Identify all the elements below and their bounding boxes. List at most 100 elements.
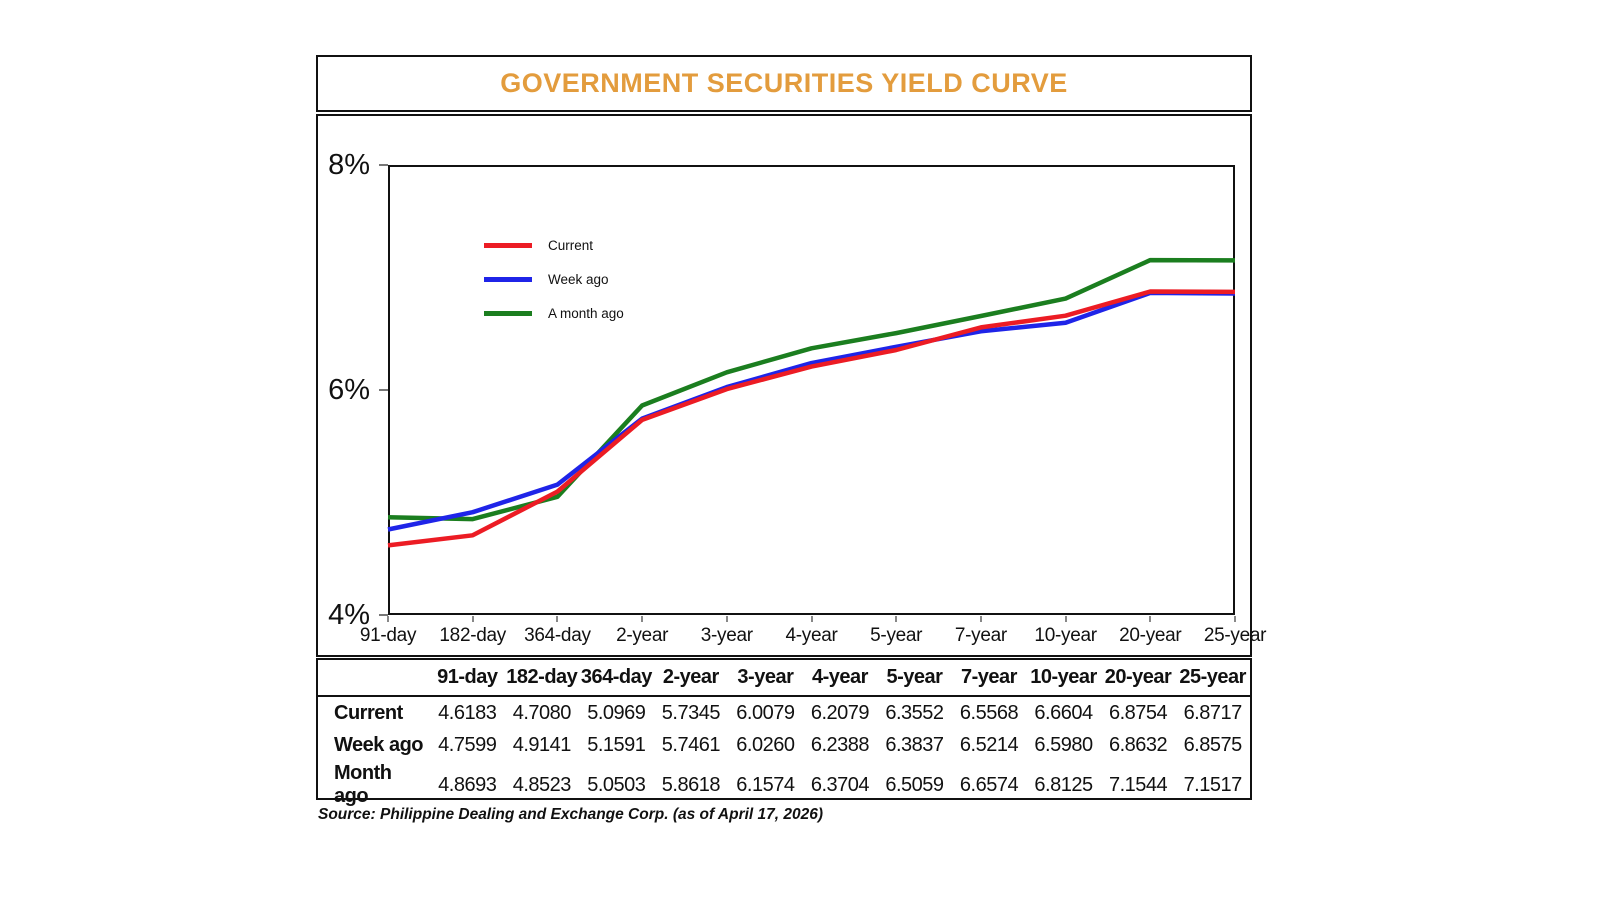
table-cell: 6.5214 [959, 734, 1019, 756]
x-tick [895, 616, 898, 622]
table-row-label: Month ago [334, 762, 392, 807]
table-cell: 6.8754 [1108, 701, 1168, 724]
x-axis-labels: 91-day 182-day 364-day 2-year 3-year 4-year 5-… [360, 619, 1267, 653]
source-note: Source: Philippine Dealing and Exchange … [318, 806, 824, 823]
legend-label: Current [548, 237, 594, 253]
x-tick [725, 616, 728, 622]
table-row: Week ago 4.7599 4.9141 5.1591 5.7461 6.0260 6.… [318, 729, 1250, 762]
series-line-week-ago [387, 290, 1236, 532]
table-cell: 6.6574 [959, 773, 1019, 796]
table-cell: 6.8717 [1183, 701, 1243, 724]
table-cell: 6.2388 [810, 734, 870, 756]
legend-swatch-month-ago [484, 310, 532, 316]
table-row: Month ago 4.8693 4.8523 5.0503 5.8618 6.1574 6… [318, 762, 1250, 808]
table-panel: 91-day 182-day 364-day 2-year 3-year 4-year 5-… [316, 658, 1252, 807]
table-cell: 4.9141 [512, 734, 572, 756]
table-cell: 5.7345 [661, 701, 721, 724]
x-axis-label: 7-year [954, 625, 1007, 646]
chart-title: GOVERNMENT SECURITIES YIELD CURVE [500, 68, 1068, 98]
table-cell: 6.1574 [736, 773, 795, 796]
table-cell: 6.3837 [885, 734, 944, 756]
y-tick [379, 164, 388, 166]
legend-item-current: Current [484, 237, 624, 253]
table-column-header: 364-day [580, 666, 652, 688]
table-column-header: 5-year [886, 666, 943, 688]
y-axis-label-6: 6% [328, 374, 370, 406]
table-cell: 6.3552 [885, 701, 944, 724]
data-table: 91-day 182-day 364-day 2-year 3-year 4-year 5-… [318, 660, 1250, 808]
table-cell: 5.0503 [587, 773, 646, 796]
table-corner-cell [318, 660, 430, 696]
table-column-header: 4-year [811, 666, 868, 688]
x-axis-label: 182-day [439, 625, 506, 646]
y-axis-label-8: 8% [328, 149, 370, 181]
table-column-header: 25-year [1179, 666, 1246, 688]
x-tick [471, 616, 474, 622]
x-tick [556, 616, 559, 622]
legend-label: Week ago [548, 271, 609, 287]
table-cell: 4.6183 [438, 701, 497, 724]
legend-item-week-ago: Week ago [484, 271, 624, 287]
x-tick [810, 616, 813, 622]
x-tick [641, 616, 644, 622]
legend-item-month-ago: A month ago [484, 305, 624, 321]
table-column-header: 10-year [1030, 666, 1097, 688]
table-cell: 7.1544 [1108, 773, 1168, 796]
table-column-header: 3-year [737, 666, 794, 688]
table-cell: 5.8618 [661, 773, 721, 796]
table-cell: 6.3704 [810, 773, 870, 796]
x-axis-label: 5-year [870, 625, 923, 646]
x-axis-label: 25-year [1203, 625, 1267, 646]
legend-label: A month ago [548, 305, 624, 321]
table-cell: 6.0260 [736, 734, 795, 756]
chart-legend: Current Week ago A month ago [484, 238, 624, 340]
table-cell: 6.5059 [885, 773, 944, 796]
x-tick [1064, 616, 1067, 622]
table-column-header: 91-day [437, 666, 498, 688]
table-cell: 4.7080 [512, 701, 572, 724]
series-line-current [387, 289, 1236, 548]
table-cell: 5.1591 [587, 734, 646, 756]
x-axis-label: 10-year [1034, 625, 1097, 646]
x-tick [979, 616, 982, 622]
table-body: Current 4.6183 4.7080 5.0969 5.7345 6.0079 6.2… [318, 696, 1250, 808]
table-header: 91-day 182-day 364-day 2-year 3-year 4-year 5-… [318, 660, 1250, 696]
table-cell: 4.7599 [438, 734, 497, 756]
title-panel: GOVERNMENT SECURITIES YIELD CURVE [316, 55, 1252, 112]
chart-panel: 8% 6% 4% Current Week ago [316, 114, 1267, 657]
x-tick [387, 616, 389, 622]
table-row-label: Current [334, 701, 403, 724]
table-column-header: 20-year [1104, 666, 1172, 688]
table-cell: 4.8693 [438, 773, 497, 796]
x-axis-label: 3-year [700, 625, 753, 646]
y-tick [379, 614, 388, 616]
x-tick [1149, 616, 1152, 622]
table-cell: 6.0079 [736, 701, 795, 724]
table-cell: 6.6604 [1034, 701, 1093, 724]
x-axis-label: 2-year [616, 625, 669, 646]
table-row-label: Week ago [334, 734, 424, 756]
table-cell: 5.0969 [587, 701, 646, 724]
table-cell: 5.7461 [661, 734, 721, 756]
x-axis-label: 91-day [359, 625, 417, 646]
table-row: Current 4.6183 4.7080 5.0969 5.7345 6.0079 6.2… [318, 696, 1250, 729]
table-cell: 6.8125 [1034, 773, 1093, 796]
legend-swatch-week-ago [484, 276, 532, 282]
table-cell: 6.5568 [959, 701, 1019, 724]
table-cell: 6.5980 [1034, 734, 1093, 756]
y-tick [379, 389, 388, 391]
table-cell: 4.8523 [512, 773, 572, 796]
plot-area: Current Week ago A month ago [387, 165, 1236, 615]
x-axis-ticks [387, 615, 1236, 623]
table-cell: 7.1517 [1183, 773, 1243, 796]
x-tick [1234, 616, 1236, 622]
table-cell: 6.2079 [810, 701, 870, 724]
table-cell: 6.8575 [1183, 734, 1243, 756]
table-column-header: 2-year [662, 666, 719, 688]
yield-curve-svg [387, 257, 1236, 548]
legend-swatch-current [484, 242, 532, 248]
table-column-header: 7-year [961, 666, 1017, 688]
x-axis-label: 364-day [524, 625, 591, 646]
table-column-header: 182-day [506, 666, 578, 688]
